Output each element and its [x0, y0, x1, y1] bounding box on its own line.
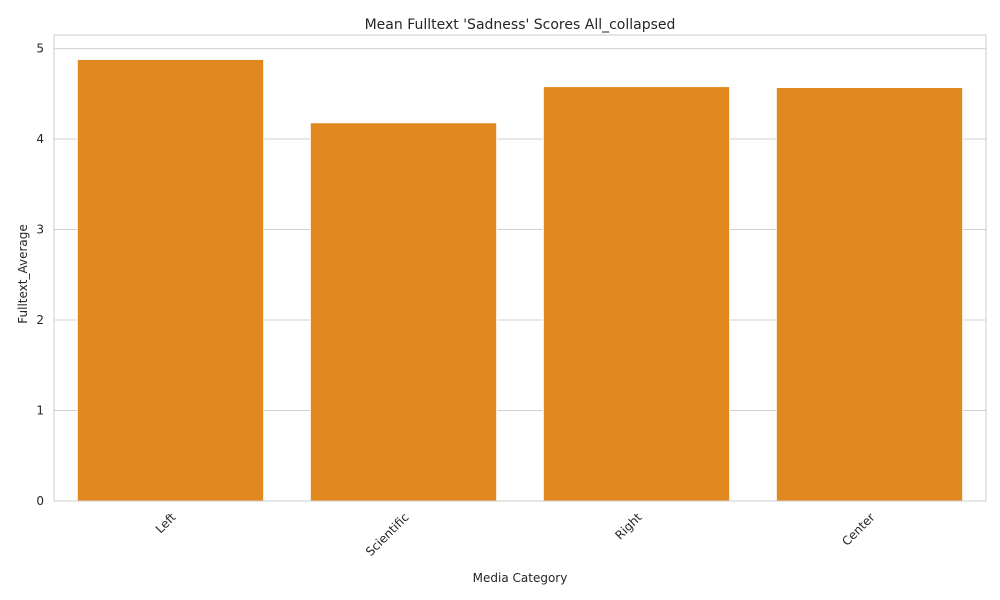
y-axis-ticks: 0 1 2 3 4 5 — [36, 42, 44, 508]
bar — [542, 86, 731, 502]
y-tick-label: 2 — [36, 313, 44, 327]
plot-border — [53, 34, 987, 502]
plot-frame — [53, 34, 987, 502]
y-axis-label: Fulltext_Average — [16, 224, 30, 323]
bar — [775, 86, 964, 502]
bar — [76, 58, 265, 502]
y-tick-label: 1 — [36, 404, 44, 418]
y-tick-label: 3 — [36, 223, 44, 237]
bars — [76, 58, 964, 502]
x-axis-label: Media Category — [473, 571, 568, 585]
chart-title: Mean Fulltext 'Sadness' Scores All_colla… — [365, 17, 676, 33]
y-tick-label: 5 — [36, 42, 44, 56]
y-tick-label: 0 — [36, 494, 44, 508]
bar — [309, 122, 498, 502]
y-tick-label: 4 — [36, 132, 44, 146]
